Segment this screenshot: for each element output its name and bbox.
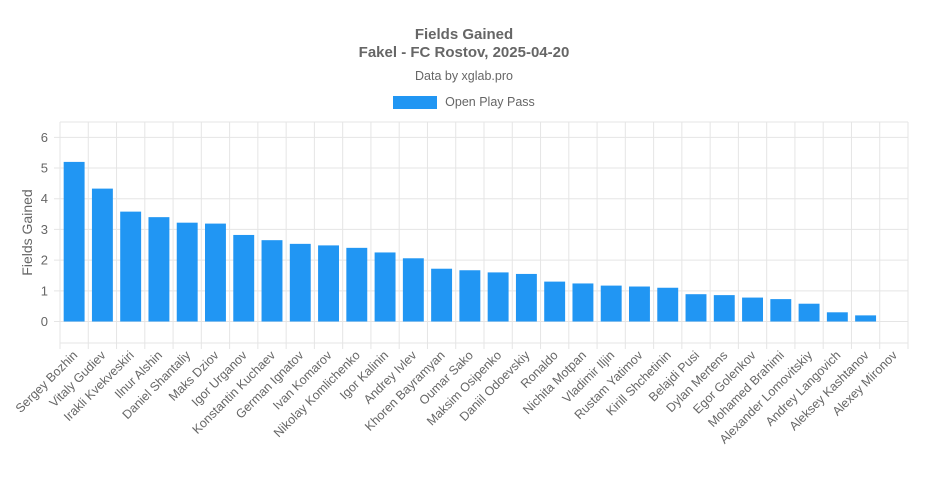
bar — [176, 222, 198, 322]
y-tick-label: 6 — [41, 130, 48, 145]
y-tick-label: 4 — [41, 191, 48, 206]
bar — [318, 245, 339, 322]
bar — [431, 268, 453, 322]
y-axis-label: Fields Gained — [19, 189, 35, 275]
legend-label: Open Play Pass — [445, 95, 535, 109]
y-tick-label: 0 — [41, 314, 48, 329]
bar — [63, 161, 85, 322]
bar — [148, 217, 170, 322]
bar — [826, 312, 848, 322]
bar — [742, 297, 763, 322]
bar — [487, 272, 509, 322]
chart-title: Fields Gained — [414, 26, 514, 43]
bar — [374, 252, 396, 322]
bar — [657, 287, 679, 322]
y-tick-label: 2 — [41, 253, 48, 268]
bar — [91, 188, 113, 322]
y-tick-label: 3 — [41, 222, 48, 237]
bar — [289, 243, 311, 322]
bar — [459, 270, 481, 322]
legend-swatch — [393, 95, 438, 109]
bar — [572, 283, 594, 322]
y-tick-label: 5 — [41, 161, 48, 176]
bar — [713, 295, 735, 322]
bar — [515, 273, 537, 322]
bar — [770, 299, 792, 322]
chart-subtitle: Fakel - FC Rostov, 2025-04-20 — [358, 44, 570, 61]
bar — [261, 240, 283, 322]
legend[interactable]: Open Play Pass — [0, 95, 928, 109]
bar — [402, 258, 424, 322]
chart-caption: Data by xglab.pro — [415, 69, 513, 83]
bar — [346, 247, 368, 322]
y-tick-label: 1 — [41, 283, 48, 298]
bar — [798, 303, 820, 322]
bar — [600, 285, 622, 322]
bar — [120, 211, 142, 322]
bar — [544, 281, 566, 322]
bar — [233, 234, 255, 322]
bar — [205, 223, 226, 322]
bar — [855, 315, 877, 322]
bar — [685, 294, 707, 322]
bar — [629, 286, 650, 322]
